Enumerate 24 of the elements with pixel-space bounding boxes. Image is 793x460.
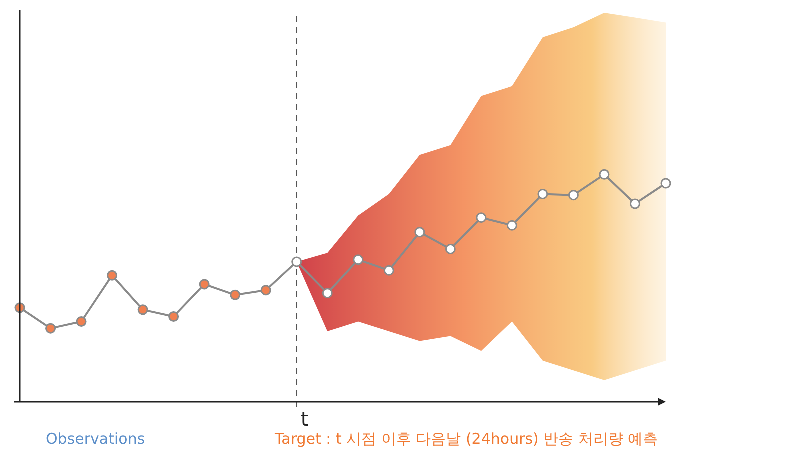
point [568,190,579,201]
text: Target : t 시점 이후 다음날 (24hours) 반송 처리량 예측 [274,430,658,448]
point [630,198,640,210]
point [476,212,487,224]
point [414,227,426,238]
point [445,244,456,254]
text: Observations [46,430,146,448]
point [384,265,394,276]
point [230,290,241,300]
point [46,323,56,334]
point [538,188,548,200]
point [168,311,180,322]
point [599,169,610,180]
point [353,254,364,266]
point [138,304,148,316]
text: t [300,407,309,431]
point [199,279,210,290]
point [107,270,118,281]
point [76,316,87,327]
point [260,285,272,296]
point [660,178,672,189]
point [292,256,302,268]
point [322,288,333,299]
point [506,220,518,231]
